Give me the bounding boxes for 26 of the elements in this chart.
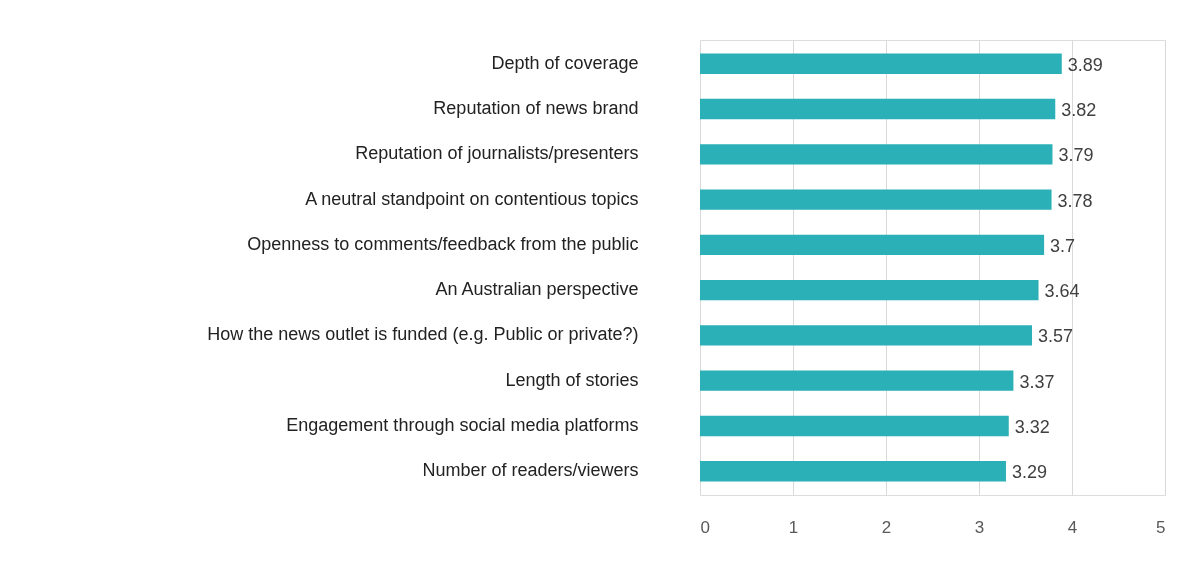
y-tick-label: Reputation of journalists/presenters	[355, 143, 639, 164]
x-tick-label: 5	[1156, 517, 1166, 537]
y-tick-label: A neutral standpoint on contentious topics	[305, 188, 639, 209]
y-tick-label: Length of stories	[505, 369, 639, 390]
y-tick-label: Openness to comments/feedback from the public	[247, 233, 639, 254]
data-label: 3.57	[1038, 326, 1074, 347]
x-tick-label: 4	[1067, 517, 1078, 537]
y-tick-label: Reputation of news brand	[433, 98, 639, 119]
y-tick-label: An Australian perspective	[435, 279, 639, 300]
data-label: 3.79	[1058, 145, 1094, 166]
y-tick-label: Number of readers/viewers	[422, 460, 639, 481]
x-tick-label: 0	[700, 517, 710, 537]
y-tick-label: Engagement through social media platforms	[286, 414, 639, 435]
data-label: 3.37	[1019, 371, 1055, 392]
x-tick-label: 1	[788, 517, 799, 537]
x-tick-label: 2	[881, 517, 892, 537]
data-label: 3.78	[1057, 190, 1093, 211]
data-label: 3.64	[1044, 281, 1080, 302]
x-tick-label: 3	[974, 517, 985, 537]
y-tick-label: Depth of coverage	[491, 52, 639, 73]
y-tick-label: How the news outlet is funded (e.g. Public or private?)	[207, 324, 639, 345]
data-label: 3.29	[1011, 462, 1048, 483]
data-label: 3.7	[1050, 235, 1076, 256]
data-label: 3.89	[1067, 54, 1103, 75]
data-label: 3.82	[1061, 100, 1097, 121]
data-label: 3.32	[1014, 416, 1050, 437]
